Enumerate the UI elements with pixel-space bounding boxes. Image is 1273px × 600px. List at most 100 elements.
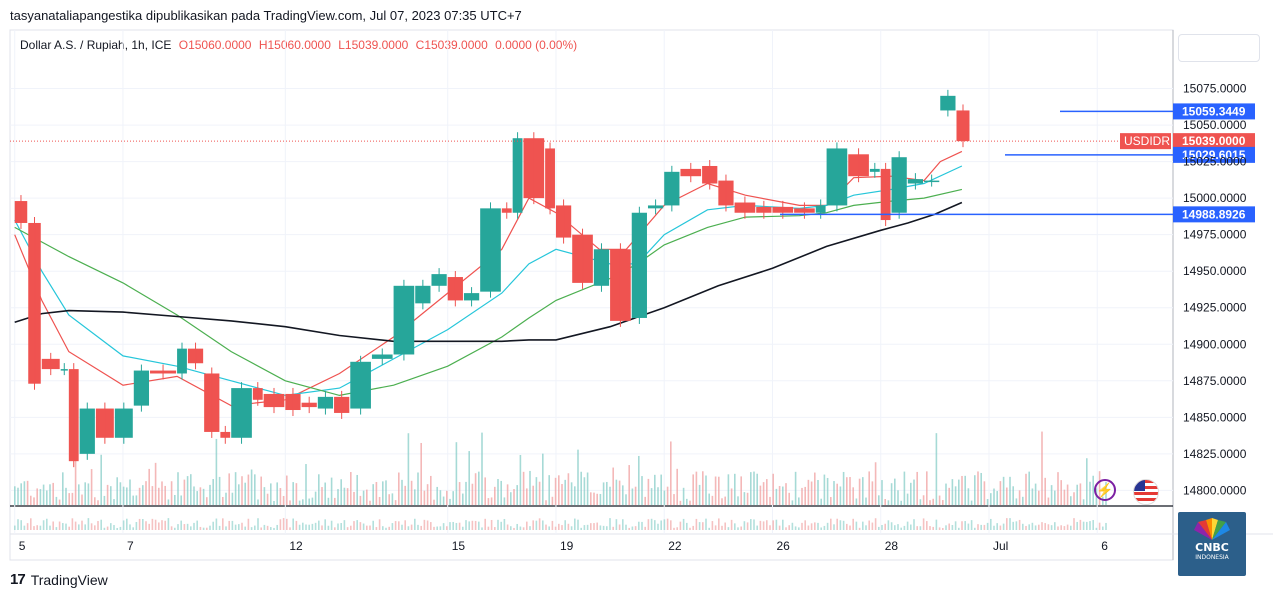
volume-bar-lower: [474, 520, 477, 530]
volume-bar: [586, 472, 589, 505]
volume-bar-lower: [564, 520, 566, 530]
candle: [610, 249, 631, 321]
volume-bar: [778, 485, 781, 505]
volume-bar: [142, 485, 144, 505]
volume-bar: [84, 482, 86, 505]
volume-bar-lower: [625, 524, 627, 530]
volume-bars: [14, 431, 1107, 530]
volume-bar: [49, 484, 51, 505]
volume-bar-lower: [177, 524, 179, 530]
volume-bar-lower: [494, 527, 496, 530]
volume-bar: [654, 474, 656, 505]
volume-bar: [385, 480, 387, 505]
volume-bar-lower: [407, 526, 410, 530]
volume-bar-lower: [631, 526, 634, 530]
legend-symbol[interactable]: Dollar A.S. / Rupiah, 1h, ICE: [20, 38, 172, 52]
volume-bar-lower: [308, 524, 310, 530]
volume-bar-lower: [682, 518, 685, 530]
volume-bar-lower: [167, 518, 170, 530]
volume-bar: [286, 475, 288, 505]
volume-bar-lower: [346, 527, 349, 530]
volume-bar-lower: [666, 518, 669, 530]
volume-bar: [330, 477, 333, 505]
volume-bar: [798, 497, 800, 505]
volume-bar-lower: [87, 518, 90, 530]
volume-bar: [775, 488, 778, 505]
volume-bar: [215, 438, 218, 505]
volume-bar: [1086, 458, 1088, 505]
price-axis-control[interactable]: [1178, 34, 1260, 62]
volume-bar: [833, 481, 835, 505]
volume-bar: [1002, 476, 1005, 505]
volume-bar: [817, 480, 819, 505]
volume-bar: [122, 486, 125, 505]
candle: [480, 208, 501, 292]
legend-high: H15060.0000: [258, 38, 331, 52]
candle: [880, 168, 891, 221]
volume-bar: [324, 482, 326, 505]
volume-bar: [545, 500, 547, 505]
price-tick: 15025.0000: [1183, 155, 1247, 169]
volume-bar: [202, 488, 205, 505]
volume-bar-lower: [353, 521, 355, 530]
volume-bar-lower: [52, 521, 54, 530]
volume-bar: [1066, 484, 1069, 505]
cnbc-sub: INDONESIA: [1195, 554, 1229, 561]
volume-bar-lower: [398, 521, 400, 530]
volume-bar: [254, 474, 256, 505]
volume-bar-lower: [708, 527, 710, 530]
volume-bar: [788, 492, 790, 505]
volume-bar: [903, 471, 906, 505]
volume-bar: [244, 482, 246, 505]
us-flag-icon[interactable]: [1133, 479, 1159, 505]
time-tick: Jul: [993, 539, 1008, 553]
volume-bar: [410, 480, 413, 505]
price-label: 15039.0000: [1182, 134, 1246, 148]
volume-bar-lower: [609, 518, 611, 530]
volume-bar-lower: [836, 518, 838, 530]
volume-bar: [932, 498, 934, 505]
volume-bar: [692, 474, 694, 505]
volume-bar: [90, 469, 93, 505]
volume-bar-lower: [292, 518, 294, 530]
volume-bar-lower: [926, 521, 928, 530]
volume-bar-lower: [583, 525, 586, 530]
volume-bar-lower: [1073, 518, 1075, 530]
time-tick: 5: [19, 539, 26, 553]
volume-bar: [1060, 480, 1062, 505]
volume-bar: [471, 483, 474, 505]
volume-bar-lower: [170, 526, 173, 530]
volume-bar: [881, 480, 883, 505]
volume-bar: [158, 487, 160, 505]
footer[interactable]: 17 TradingView: [10, 571, 108, 588]
volume-bar: [590, 492, 592, 505]
volume-bar-lower: [350, 525, 352, 530]
volume-bar-lower: [391, 523, 394, 530]
volume-bar-lower: [1012, 521, 1014, 530]
volume-bar: [270, 483, 272, 505]
volume-bar-lower: [404, 520, 406, 530]
volume-bar-lower: [446, 526, 448, 530]
volume-bar-lower: [372, 520, 374, 530]
ema-mid-line: [14, 165, 963, 397]
candle: [231, 388, 252, 438]
volume-bar: [804, 486, 806, 505]
legend-close: C15039.0000: [415, 38, 488, 52]
time-tick: 28: [885, 539, 899, 553]
volume-bar: [273, 500, 275, 505]
volume-bar-lower: [830, 518, 832, 530]
volume-bar: [97, 500, 99, 505]
volume-bar-lower: [951, 524, 954, 530]
volume-bar-lower: [68, 526, 70, 530]
price-tick: 14875.0000: [1183, 374, 1247, 388]
volume-bar: [298, 500, 301, 505]
volume-bar-lower: [782, 519, 784, 530]
volume-bar-lower: [526, 521, 528, 530]
lightning-icon[interactable]: ⚡: [1094, 479, 1116, 501]
volume-bar: [375, 481, 378, 505]
volume-bar-lower: [798, 527, 800, 530]
candle: [756, 206, 772, 213]
volume-bar-lower: [1018, 519, 1021, 530]
volume-bar-lower: [97, 521, 99, 530]
